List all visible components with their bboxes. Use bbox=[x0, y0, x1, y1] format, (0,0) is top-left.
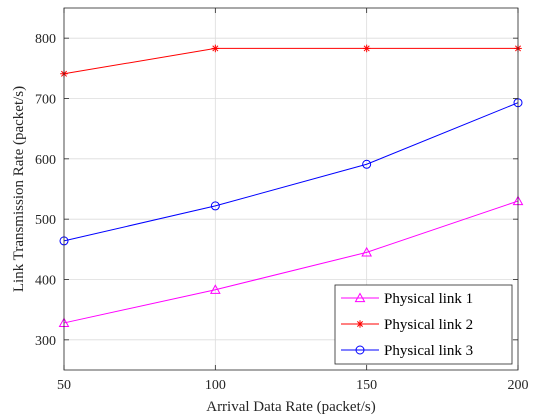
y-tick-label: 400 bbox=[35, 274, 56, 289]
data-point-physical-link-3 bbox=[362, 159, 372, 169]
series-line-physical-link-3 bbox=[63, 102, 519, 242]
series-physical-link-2 bbox=[60, 44, 522, 78]
legend-label: Physical link 2 bbox=[384, 317, 473, 333]
asterisk-stroke bbox=[356, 320, 364, 328]
legend-label: Physical link 1 bbox=[384, 291, 473, 307]
y-axis-label: Link Transmission Rate (packet/s) bbox=[11, 86, 27, 292]
x-tick-label: 50 bbox=[57, 378, 71, 393]
x-tick-label: 100 bbox=[205, 378, 226, 393]
y-tick-label: 800 bbox=[35, 32, 56, 47]
grid-lines bbox=[63, 8, 519, 370]
legend-entry-physical-link-3: Physical link 3 bbox=[341, 343, 473, 359]
legend-entry-physical-link-2: Physical link 2 bbox=[341, 317, 473, 333]
series-line-physical-link-2 bbox=[63, 47, 518, 75]
plot-area-frame bbox=[63, 7, 519, 371]
legend-marker bbox=[356, 320, 364, 328]
x-tick-label: 150 bbox=[356, 378, 377, 393]
legend-marker bbox=[354, 292, 366, 303]
asterisk-stroke bbox=[363, 45, 370, 52]
legend-entry-physical-link-1: Physical link 1 bbox=[341, 291, 473, 307]
x-tick-label: 200 bbox=[508, 378, 529, 393]
axis-ticks: 50 100 150 200 300 400 500 600 700 800 bbox=[35, 8, 529, 393]
data-point-physical-link-3 bbox=[210, 201, 220, 211]
data-point-physical-link-1 bbox=[209, 284, 221, 294]
asterisk-stroke bbox=[212, 45, 219, 52]
y-tick-label: 300 bbox=[35, 334, 56, 349]
legend-marker bbox=[355, 345, 365, 355]
y-tick-label: 600 bbox=[35, 153, 56, 168]
y-tick-label: 700 bbox=[35, 93, 56, 108]
data-point-physical-link-1 bbox=[361, 246, 373, 257]
legend: Physical link 1 Physical link 2 Physical l… bbox=[334, 284, 513, 365]
x-axis-label: Arrival Data Rate (packet/s) bbox=[206, 399, 376, 415]
legend-label: Physical link 3 bbox=[384, 343, 473, 359]
data-point-physical-link-2 bbox=[362, 44, 371, 53]
y-tick-label: 500 bbox=[35, 213, 56, 228]
series-line-physical-link-1 bbox=[63, 200, 519, 324]
series-group bbox=[58, 44, 524, 328]
data-point-physical-link-2 bbox=[211, 44, 220, 53]
